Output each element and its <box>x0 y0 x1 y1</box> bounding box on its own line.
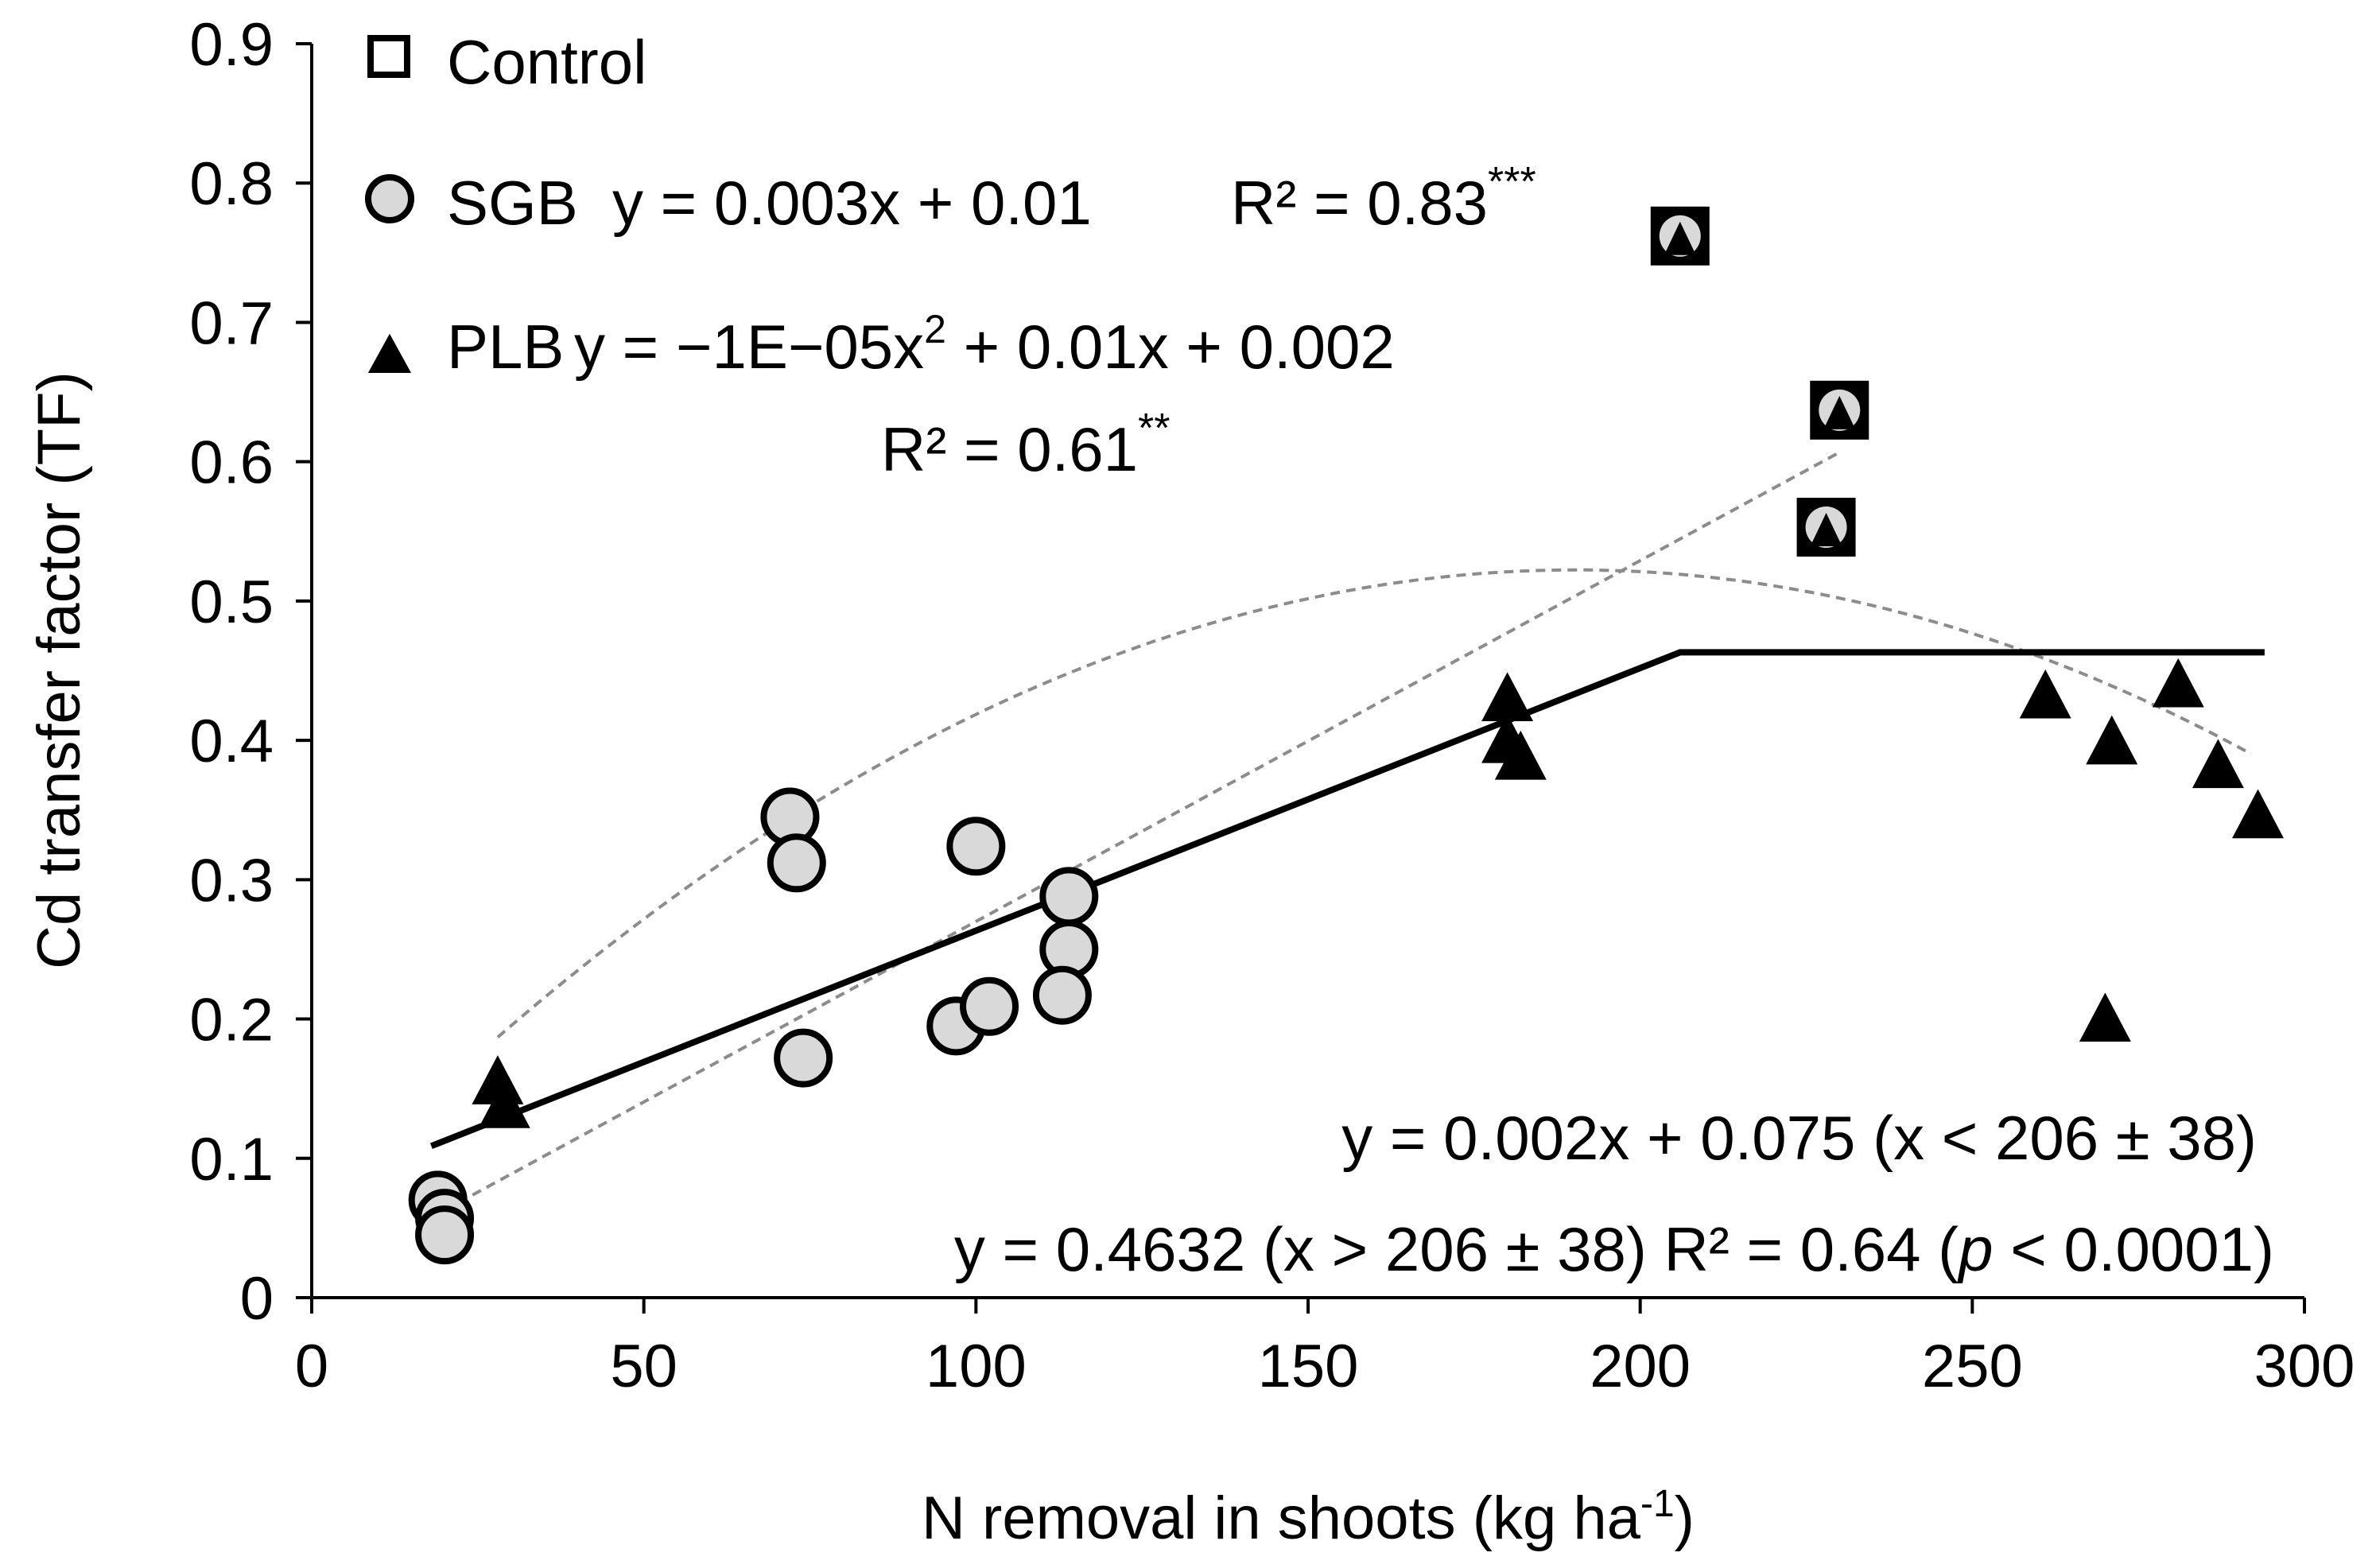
segmented-equation-line2: y = 0.4632 (x > 206 ± 38) R² = 0.64 (p <… <box>954 1214 2274 1284</box>
control-point <box>1796 498 1856 557</box>
plb-point <box>1481 672 1534 722</box>
x-tick-label: 300 <box>2254 1333 2355 1400</box>
control-point-overlay-mark <box>1810 513 1842 547</box>
segmented-equation-line1: y = 0.002x + 0.075 (x < 206 ± 38) <box>1341 1103 2257 1173</box>
sgb-point <box>1032 965 1092 1025</box>
plb-point <box>2192 739 2244 789</box>
legend-label-control: Control <box>447 27 646 97</box>
legend: Control SGB PLB <box>365 27 646 382</box>
plb-point <box>478 1078 530 1128</box>
plb-point <box>1494 730 1547 780</box>
x-tick-label: 250 <box>1922 1333 2023 1400</box>
sgb-fit-line <box>444 451 1841 1212</box>
y-axis-title: Cd transfer factor (TF) <box>25 371 93 969</box>
sgb-point <box>774 1028 833 1088</box>
sgb-point <box>960 976 1019 1036</box>
x-axis-title: N removal in shoots (kg ha-1) <box>922 1483 1695 1552</box>
plb-point <box>2086 715 2138 765</box>
legend-label-plb: PLB <box>447 312 564 382</box>
plb-equation: y = −1E−05x2 + 0.01x + 0.002 <box>574 307 1395 382</box>
sgb-r-squared: R² = 0.83*** <box>1231 159 1536 238</box>
sgb-point <box>415 1205 475 1265</box>
y-tick-label: 0.3 <box>189 847 274 914</box>
x-tick-label: 200 <box>1590 1333 1691 1400</box>
x-tick-label: 100 <box>926 1333 1027 1400</box>
y-tick-label: 0.2 <box>189 987 274 1054</box>
x-tick-label: 150 <box>1258 1333 1359 1400</box>
legend-marker-plb <box>367 333 412 373</box>
sgb-point <box>946 817 1006 876</box>
y-tick-label: 0 <box>240 1265 274 1333</box>
legend-marker-control <box>367 35 410 78</box>
y-tick-label: 0.7 <box>189 289 274 357</box>
fit-lines <box>429 451 2265 1212</box>
y-tick-label: 0.1 <box>189 1126 274 1193</box>
plb-fit-line <box>496 568 2253 1039</box>
control-point <box>1650 206 1710 266</box>
control-point <box>1810 380 1869 440</box>
legend-marker-sgb <box>365 174 414 223</box>
y-tick-label: 0.6 <box>189 429 274 497</box>
control-point-overlay-mark <box>1664 221 1696 255</box>
y-tick-label: 0.9 <box>189 11 274 79</box>
segmented-fit-line <box>429 649 2265 1150</box>
plb-point <box>2152 658 2204 708</box>
x-tick-label: 0 <box>295 1333 328 1400</box>
x-tick-label: 50 <box>610 1333 677 1400</box>
control-point-overlay-mark <box>1823 395 1856 429</box>
y-tick-label: 0.8 <box>189 150 274 218</box>
legend-label-sgb: SGB <box>447 168 578 238</box>
plb-r-squared: R² = 0.61** <box>881 406 1171 484</box>
plb-point <box>2232 789 2285 839</box>
y-ticks: 0 0.1 0.2 0.3 0.4 0.5 0.6 0.7 0.8 0.9 <box>189 11 312 1333</box>
sgb-equation: y = 0.003x + 0.01 <box>612 168 1092 238</box>
plb-point <box>2019 669 2071 719</box>
sgb-point <box>767 833 826 893</box>
y-tick-label: 0.4 <box>189 708 274 775</box>
sgb-point <box>1039 867 1099 926</box>
plb-point <box>2079 992 2131 1042</box>
y-tick-label: 0.5 <box>189 569 274 636</box>
x-ticks: 0 50 100 150 200 250 300 <box>295 1298 2355 1400</box>
data-points <box>408 206 2285 1265</box>
